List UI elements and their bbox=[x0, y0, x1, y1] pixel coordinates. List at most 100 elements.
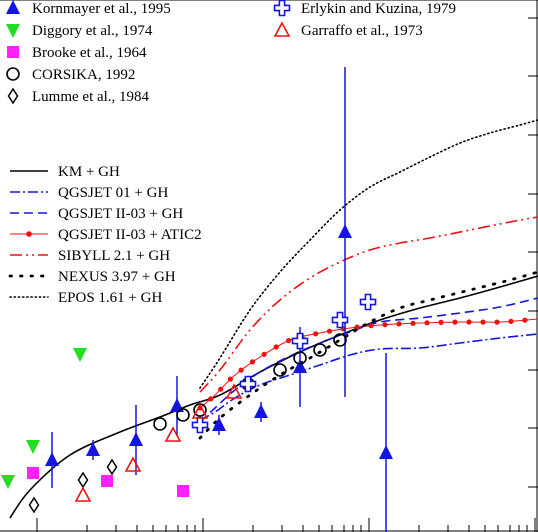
data-point bbox=[379, 445, 393, 459]
data-point bbox=[225, 383, 243, 399]
data-point bbox=[191, 416, 209, 434]
series-layer bbox=[9, 119, 538, 519]
data-point bbox=[212, 417, 226, 431]
data-point bbox=[101, 475, 113, 487]
data-point bbox=[28, 496, 40, 514]
data-point bbox=[239, 375, 257, 393]
legend-entry-sibyll-2-1-gh: SIBYLL 2.1 + GH bbox=[10, 248, 170, 264]
data-point bbox=[74, 486, 92, 502]
legend-entry-garraffo-et-al-1973: Garraffo et al., 1973 bbox=[273, 21, 423, 39]
series-point bbox=[286, 338, 292, 344]
data-point bbox=[176, 408, 190, 422]
series-point bbox=[396, 321, 402, 327]
legend-entry-erlykin-and-kuzina-1979: Erlykin and Kuzina, 1979 bbox=[273, 0, 456, 17]
series-point bbox=[410, 320, 416, 326]
data-point bbox=[254, 404, 268, 418]
legend-marker bbox=[6, 24, 20, 38]
series-point bbox=[208, 396, 214, 402]
series-point bbox=[368, 323, 374, 329]
series-line-sibyll-2-1-gh bbox=[199, 216, 538, 393]
marker-layer bbox=[1, 67, 393, 532]
legend-line-dot bbox=[26, 231, 32, 237]
legend-label: Erlykin and Kuzina, 1979 bbox=[301, 1, 456, 17]
series-point bbox=[218, 386, 224, 392]
legend-marker bbox=[7, 46, 19, 58]
series-point bbox=[438, 319, 444, 325]
legend-entry-kornmayer-et-al-1995: Kornmayer et al., 1995 bbox=[6, 0, 171, 17]
data-point bbox=[106, 458, 118, 476]
series-line-qgsjet-ii-03-gh bbox=[199, 297, 538, 423]
data-point bbox=[359, 293, 377, 311]
series-point bbox=[494, 319, 500, 325]
legend-marker bbox=[273, 21, 291, 37]
marker-set-diggory-et-al-1974 bbox=[1, 348, 87, 489]
series-point bbox=[452, 319, 458, 325]
series-epos-1-61-gh bbox=[199, 119, 538, 389]
series-qgsjet-ii-03-gh bbox=[199, 297, 538, 423]
series-line-km-gh bbox=[9, 275, 538, 519]
series-point bbox=[354, 324, 360, 330]
data-point bbox=[164, 426, 182, 442]
data-point bbox=[331, 311, 349, 329]
series-point bbox=[424, 320, 430, 326]
series-point bbox=[522, 317, 528, 323]
legend-marker bbox=[6, 0, 20, 14]
series-point bbox=[480, 319, 486, 325]
legend-marker bbox=[7, 87, 19, 105]
legend-marker bbox=[6, 67, 20, 81]
marker-set-erlykin-and-kuzina-1979 bbox=[191, 293, 377, 434]
axis-ticks bbox=[36, 17, 538, 532]
legend-marker bbox=[273, 0, 291, 17]
legend-label: Diggory et al., 1974 bbox=[32, 23, 153, 39]
legend-entry-qgsjet-ii-03-atic2: QGSJET II-03 + ATIC2 bbox=[10, 227, 202, 243]
series-qgsjet-01-gh bbox=[199, 333, 538, 421]
legend-label: NEXUS 3.97 + GH bbox=[58, 269, 176, 285]
legend-label: Lumme et al., 1984 bbox=[32, 89, 150, 105]
series-line-qgsjet-ii-03-atic2 bbox=[199, 318, 538, 409]
series-point bbox=[382, 322, 388, 328]
series-line-epos-1-61-gh bbox=[199, 119, 538, 389]
series-point bbox=[273, 344, 279, 350]
data-point bbox=[177, 485, 189, 497]
data-point bbox=[293, 351, 307, 365]
series-qgsjet-ii-03-atic2 bbox=[197, 317, 538, 411]
legend-label: Garraffo et al., 1973 bbox=[301, 23, 423, 39]
series-sibyll-2-1-gh bbox=[199, 216, 538, 393]
legend-entry-corsika-1992: CORSIKA, 1992 bbox=[6, 67, 135, 83]
series-line-qgsjet-01-gh bbox=[199, 333, 538, 421]
legend-label: Kornmayer et al., 1995 bbox=[32, 1, 171, 17]
legend-label: QGSJET II-03 + GH bbox=[58, 206, 183, 222]
legend-markers: Kornmayer et al., 1995 Diggory et al., 19… bbox=[6, 0, 456, 105]
data-point bbox=[73, 348, 87, 362]
legend-label: KM + GH bbox=[58, 164, 120, 180]
data-point bbox=[170, 398, 184, 412]
data-point bbox=[191, 403, 209, 419]
legend-entry-nexus-3-97-gh: NEXUS 3.97 + GH bbox=[8, 269, 176, 285]
data-point bbox=[313, 343, 327, 357]
series-point bbox=[508, 318, 514, 324]
data-point bbox=[26, 440, 40, 454]
data-point bbox=[293, 359, 307, 373]
data-point bbox=[45, 452, 59, 466]
legend-label: SIBYLL 2.1 + GH bbox=[58, 248, 170, 264]
data-point bbox=[124, 456, 142, 472]
data-point bbox=[333, 333, 347, 347]
series-point bbox=[326, 328, 333, 334]
legend-label: QGSJET II-03 + ATIC2 bbox=[58, 227, 202, 243]
marker-set-brooke-et-al-1964 bbox=[27, 467, 189, 497]
data-point bbox=[27, 467, 39, 479]
series-nexus-3-97-gh bbox=[198, 270, 538, 440]
data-point bbox=[338, 224, 352, 238]
series-point bbox=[313, 331, 319, 337]
data-point bbox=[153, 417, 167, 431]
legend-entry-brooke-et-al-1964: Brooke et al., 1964 bbox=[7, 45, 147, 61]
series-point bbox=[261, 351, 267, 357]
legend-label: CORSIKA, 1992 bbox=[32, 67, 135, 83]
series-km-gh bbox=[9, 275, 538, 519]
legend-entry-qgsjet-01-gh: QGSJET 01 + GH bbox=[10, 185, 168, 201]
legend-entry-km-gh: KM + GH bbox=[10, 164, 120, 180]
legend-label: EPOS 1.61 + GH bbox=[58, 290, 162, 306]
series-point bbox=[249, 359, 256, 365]
